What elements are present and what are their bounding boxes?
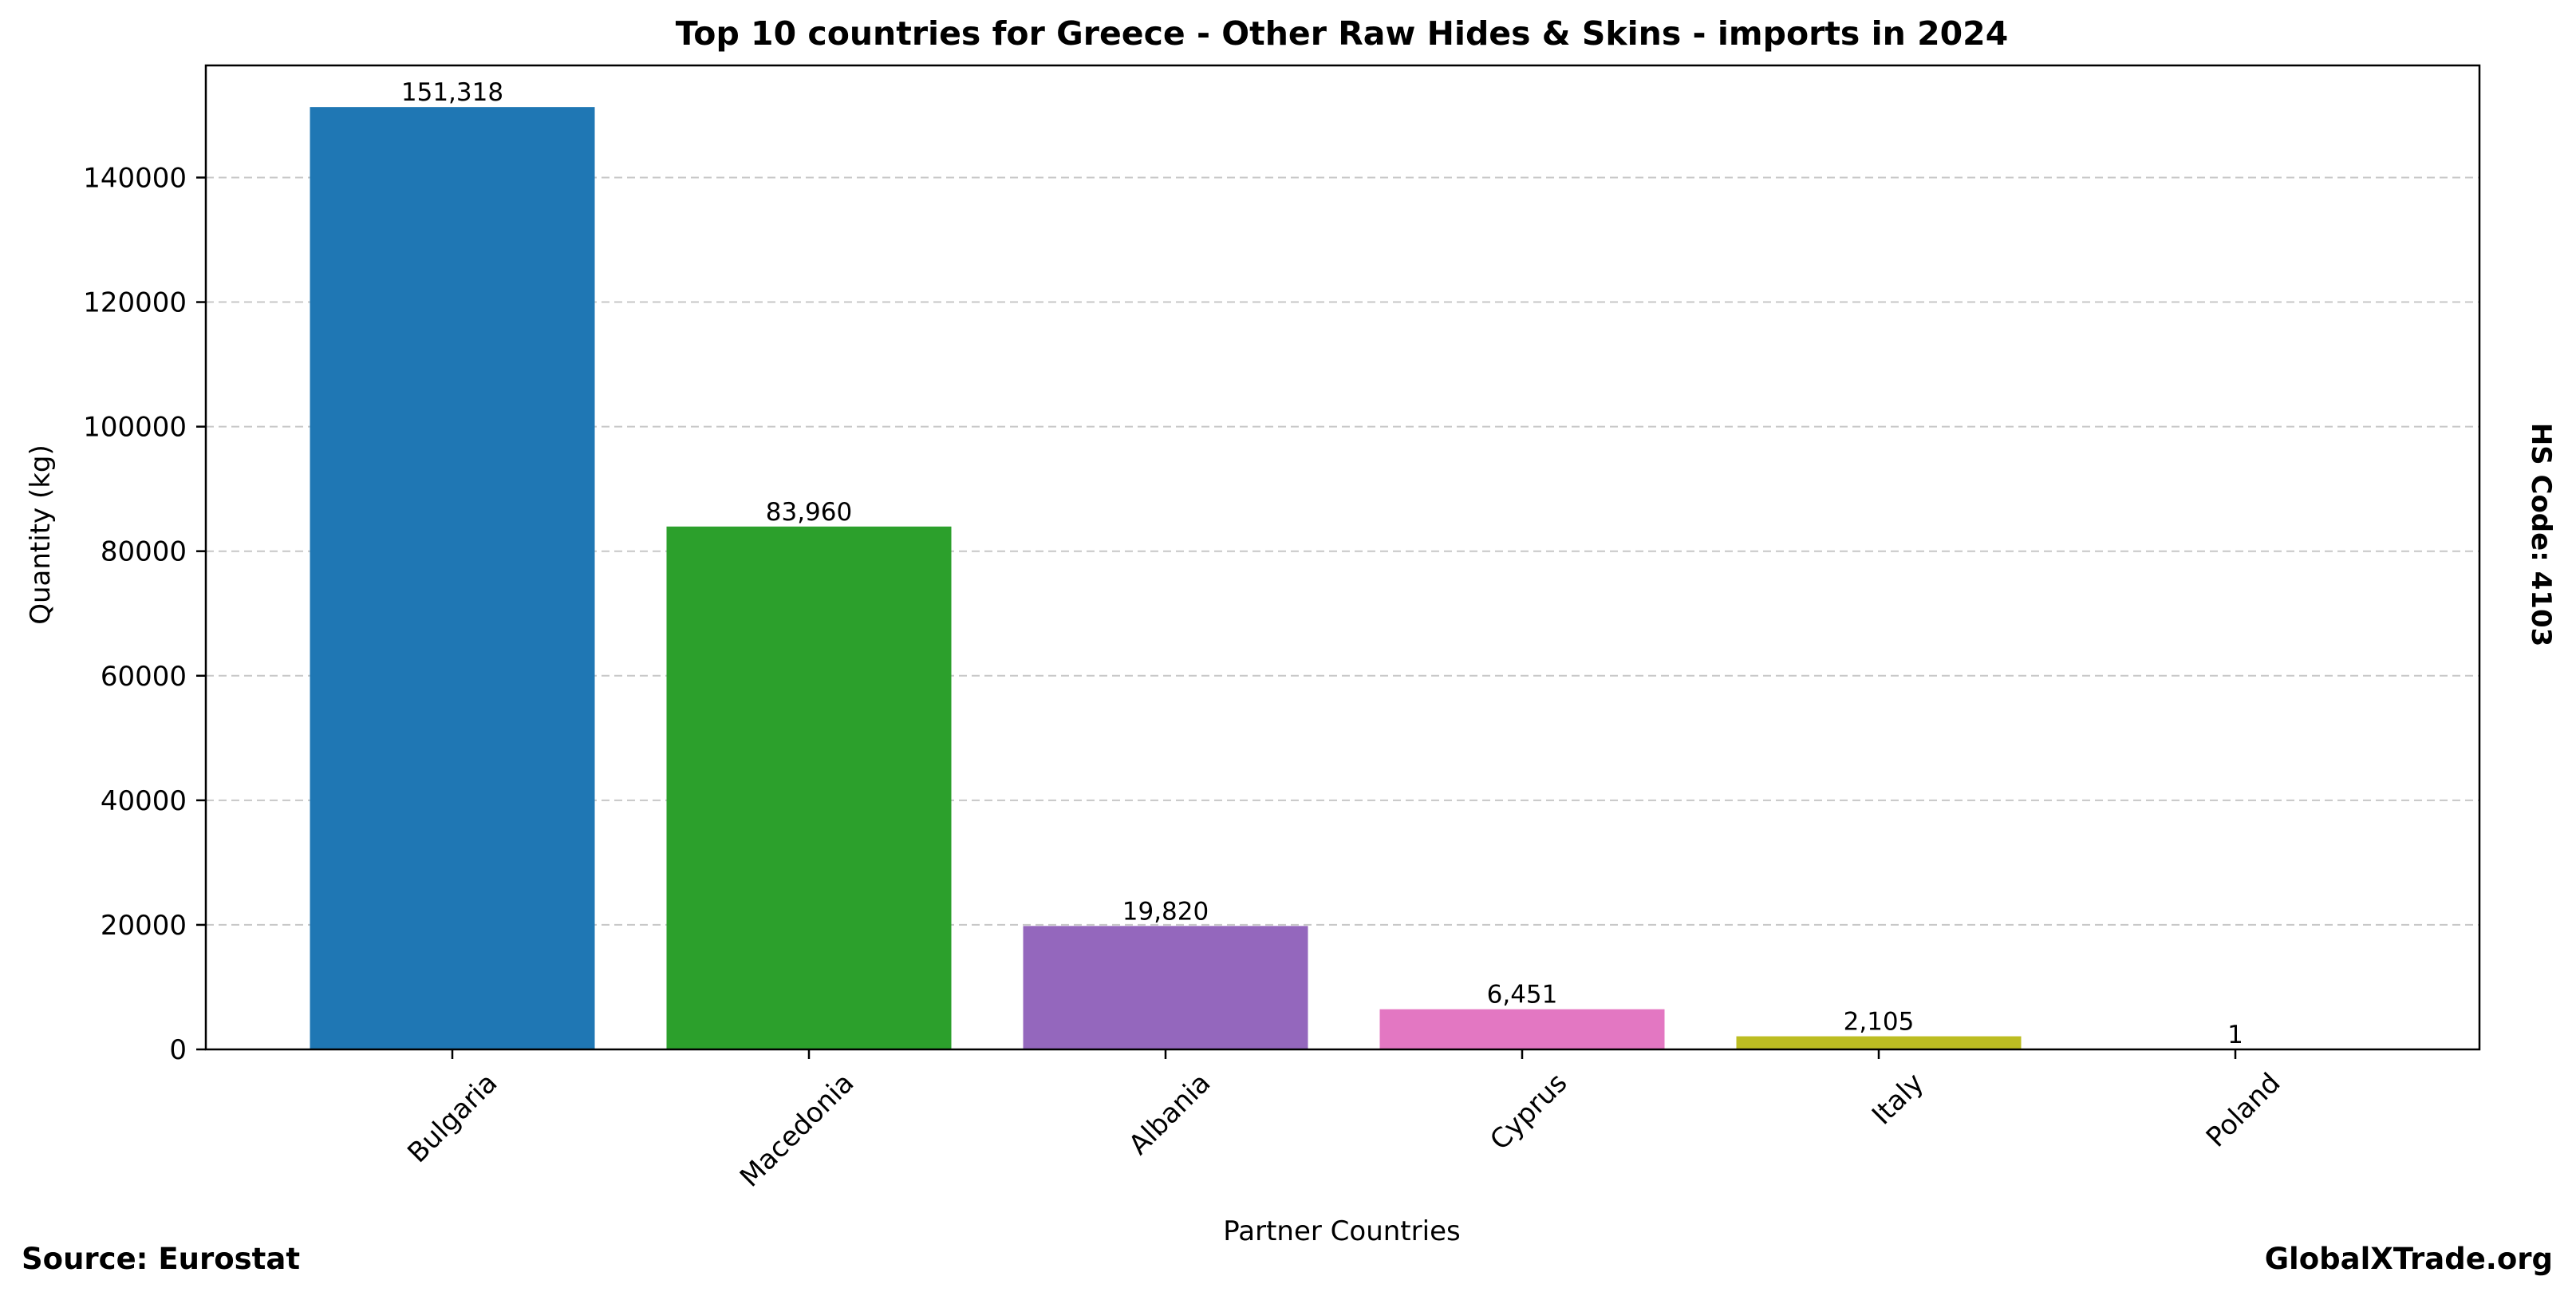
- y-tick-label: 140000: [83, 162, 187, 194]
- hs-code-label: HS Code: 4103: [2525, 423, 2557, 647]
- y-tick-label: 120000: [83, 287, 187, 319]
- y-tick-label: 60000: [101, 661, 187, 693]
- x-tick-label: Albania: [1122, 1067, 1217, 1161]
- y-tick-label: 0: [169, 1034, 187, 1066]
- bar-value-label: 1: [2227, 1021, 2243, 1049]
- source-label: Source: Eurostat: [22, 1242, 300, 1276]
- y-tick-label: 100000: [83, 412, 187, 444]
- plot-frame: [204, 64, 2481, 1051]
- bar-cyprus: [1379, 1009, 1665, 1049]
- y-tick-label: 40000: [101, 785, 187, 817]
- bar-bulgaria: [310, 107, 595, 1049]
- x-tick-label: Cyprus: [1484, 1067, 1573, 1156]
- bar-value-label: 2,105: [1844, 1008, 1915, 1037]
- y-axis-ticks: 0 20000 40000 60000 80000 100000 120000 140000: [83, 162, 206, 1066]
- bar-value-label: 151,318: [401, 78, 503, 107]
- site-label: GlobalXTrade.org: [2265, 1242, 2553, 1276]
- bar-albania: [1023, 926, 1308, 1049]
- y-axis-label: Quantity (kg): [25, 445, 57, 625]
- x-tick-label: Bulgaria: [401, 1067, 503, 1169]
- bar-value-label: 19,820: [1122, 897, 1209, 926]
- x-axis-label: Partner Countries: [1223, 1215, 1460, 1247]
- y-tick-label: 20000: [101, 910, 187, 942]
- bar-value-label: 6,451: [1487, 981, 1558, 1010]
- x-axis-ticks: Bulgaria Macedonia Albania Cyprus Italy Polan…: [401, 1049, 2286, 1193]
- bars: [310, 107, 2378, 1049]
- x-tick-label: Macedonia: [734, 1067, 860, 1193]
- bar-italy: [1736, 1036, 2022, 1049]
- bar-macedonia: [666, 526, 952, 1049]
- bar-value-labels: 151,318 83,960 19,820 6,451 2,105 1: [401, 78, 2243, 1049]
- chart-title: Top 10 countries for Greece - Other Raw …: [676, 14, 2009, 53]
- x-tick-label: Italy: [1866, 1067, 1930, 1131]
- gridlines: [206, 176, 2479, 926]
- y-tick-label: 80000: [101, 536, 187, 568]
- x-tick-label: Poland: [2200, 1067, 2287, 1154]
- bar-value-label: 83,960: [766, 498, 852, 527]
